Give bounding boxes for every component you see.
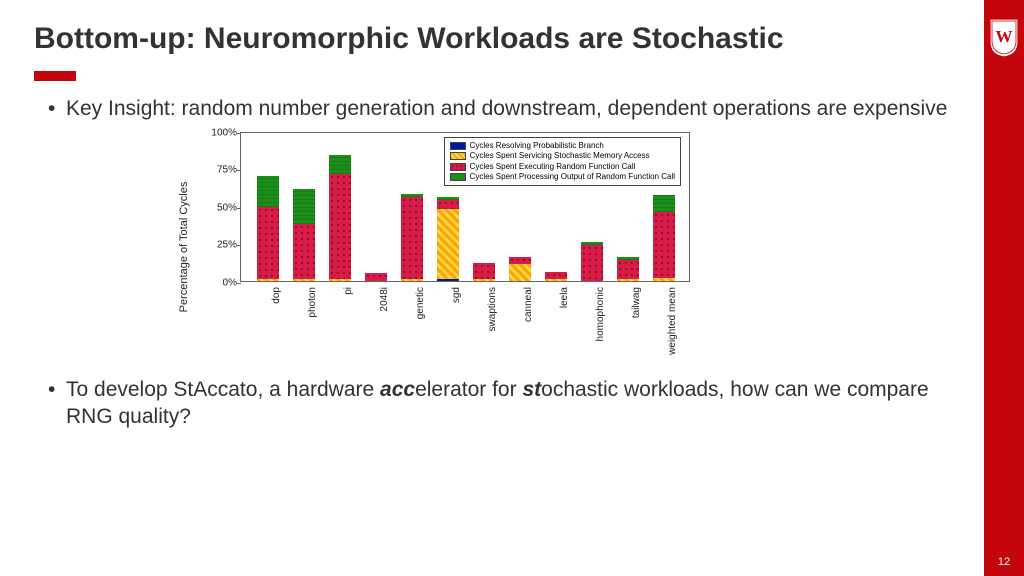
bar-segment-red xyxy=(437,200,459,209)
bar-segment-red xyxy=(329,174,351,279)
bar-segment-green xyxy=(437,197,459,200)
title-underline xyxy=(34,71,76,81)
x-tick-label: leela xyxy=(559,287,570,308)
y-axis-label: Percentage of Total Cycles xyxy=(178,181,190,312)
bar-segment-green xyxy=(401,194,423,197)
bar-segment-red xyxy=(473,263,495,280)
bar-segment-red xyxy=(293,224,315,280)
x-tick-label: homophonic xyxy=(595,287,606,341)
bar-segment-red xyxy=(653,212,675,278)
y-tick-label: 50% xyxy=(203,202,237,213)
y-tick-mark xyxy=(237,283,241,284)
y-tick-mark xyxy=(237,133,241,134)
bullet-list-2: To develop StAccato, a hardware accelera… xyxy=(34,376,964,431)
bar-segment-yellow xyxy=(545,279,567,281)
y-tick-label: 100% xyxy=(203,127,237,138)
stacked-bar-chart: Percentage of Total Cycles Cycles Resolv… xyxy=(194,132,714,362)
x-tick-label: photon xyxy=(307,287,318,318)
bullet-list: Key Insight: random number generation an… xyxy=(34,95,964,122)
slide-title: Bottom-up: Neuromorphic Workloads are St… xyxy=(34,22,964,57)
bar-segment-green xyxy=(257,176,279,208)
bar-segment-red xyxy=(257,207,279,279)
bar-segment-red xyxy=(509,257,531,265)
bar-segment-blue xyxy=(437,279,459,281)
y-tick-mark xyxy=(237,208,241,209)
x-tick-label: weighted mean xyxy=(667,287,678,355)
bullet2-text-pre: To develop StAccato, a hardware xyxy=(66,378,380,401)
x-tick-label: sgd xyxy=(451,287,462,303)
x-tick-label: 2048i xyxy=(379,287,390,311)
bar-segment-green xyxy=(617,257,639,260)
bar-segment-green xyxy=(581,242,603,245)
bar-segment-yellow xyxy=(293,279,315,281)
x-tick-label: tailwag xyxy=(631,287,642,318)
x-tick-label: swaptions xyxy=(487,287,498,331)
bar-segment-yellow xyxy=(329,279,351,281)
y-tick-label: 0% xyxy=(203,277,237,288)
y-tick-label: 25% xyxy=(203,240,237,251)
content-area: Bottom-up: Neuromorphic Workloads are St… xyxy=(34,22,964,556)
x-tick-label: dop xyxy=(271,287,282,304)
slide: W 12 Bottom-up: Neuromorphic Workloads a… xyxy=(0,0,1024,576)
bar-segment-red xyxy=(581,245,603,281)
bar-segment-red xyxy=(401,197,423,280)
y-tick-mark xyxy=(237,245,241,246)
bar-segment-green xyxy=(293,189,315,224)
x-tick-label: canneal xyxy=(523,287,534,322)
x-tick-label: pi xyxy=(343,287,354,295)
bars-container xyxy=(241,133,689,281)
bar-segment-green xyxy=(329,155,351,175)
x-tick-label: genetic xyxy=(415,287,426,319)
bullet-item-2: To develop StAccato, a hardware accelera… xyxy=(48,376,964,431)
bullet2-emph-2: st xyxy=(522,378,541,401)
svg-text:W: W xyxy=(996,27,1013,46)
accent-bar: W 12 xyxy=(984,0,1024,576)
bullet2-emph-1: acc xyxy=(380,378,415,401)
bar-segment-red xyxy=(365,273,387,281)
bar-segment-red xyxy=(617,260,639,280)
uw-crest-icon: W xyxy=(989,18,1019,58)
bar-segment-yellow xyxy=(257,279,279,281)
bar-segment-yellow xyxy=(473,279,495,281)
bullet-item-1: Key Insight: random number generation an… xyxy=(48,95,964,122)
bar-segment-yellow xyxy=(653,278,675,281)
page-number: 12 xyxy=(984,556,1024,568)
bar-segment-yellow xyxy=(617,279,639,281)
y-tick-mark xyxy=(237,170,241,171)
y-tick-label: 75% xyxy=(203,165,237,176)
bar-segment-red xyxy=(545,272,567,280)
bullet2-text-mid1: elerator for xyxy=(415,378,522,401)
bar-segment-green xyxy=(653,195,675,212)
bar-segment-yellow xyxy=(401,279,423,281)
bar-segment-yellow xyxy=(437,209,459,280)
plot-area: Cycles Resolving Probabilistic BranchCyc… xyxy=(240,132,690,282)
bar-segment-yellow xyxy=(509,264,531,281)
